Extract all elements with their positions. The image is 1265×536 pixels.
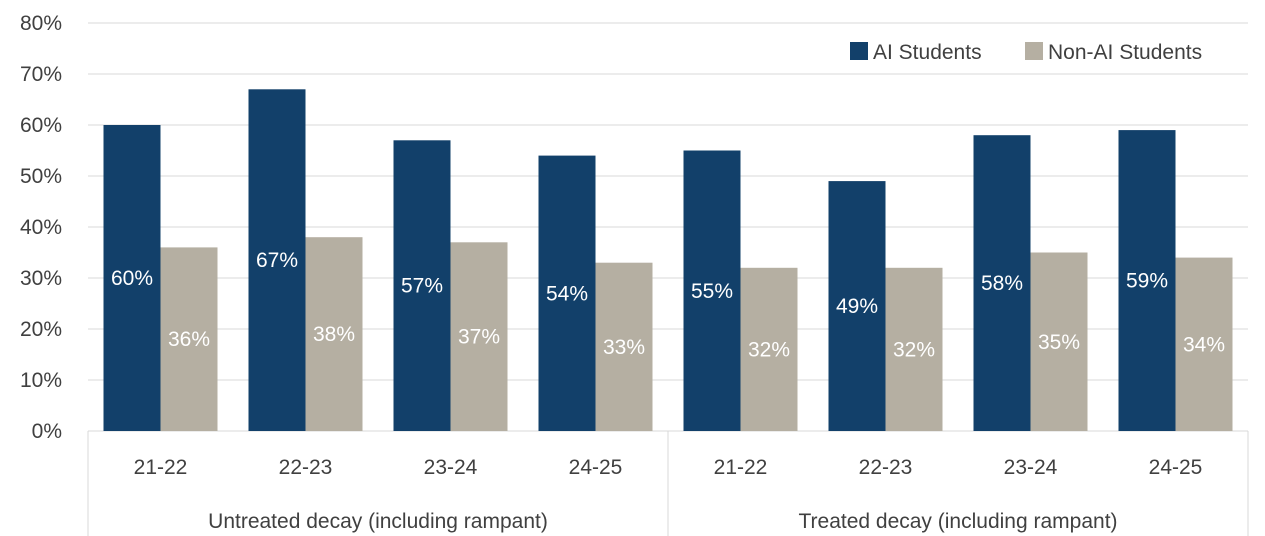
bar-non-ai-students	[1175, 257, 1233, 431]
data-label: 38%	[313, 323, 355, 346]
y-tick-label: 10%	[20, 369, 62, 392]
bar-non-ai-students	[160, 247, 218, 431]
y-tick-label: 50%	[20, 165, 62, 188]
y-tick-label: 40%	[20, 216, 62, 239]
y-tick-label: 20%	[20, 318, 62, 341]
bar-ai-students	[103, 125, 161, 431]
bar-non-ai-students	[450, 242, 508, 431]
data-label: 37%	[458, 326, 500, 349]
y-tick-label: 60%	[20, 114, 62, 137]
bar-ai-students	[538, 155, 596, 431]
legend-swatch-non-ai-students	[1025, 42, 1043, 60]
x-tick-label: 21-22	[134, 456, 188, 479]
x-tick-label: 22-23	[859, 456, 913, 479]
data-label: 58%	[981, 272, 1023, 295]
bar-ai-students	[248, 89, 306, 432]
legend-label-non-ai-students: Non-AI Students	[1048, 41, 1202, 64]
legend: AI Students Non-AI Students	[850, 41, 1202, 64]
x-tick-label: 22-23	[279, 456, 333, 479]
x-tick-label: 24-25	[1149, 456, 1203, 479]
data-label: 54%	[546, 282, 588, 305]
legend-swatch-ai-students	[850, 42, 868, 60]
y-tick-label: 80%	[20, 12, 62, 35]
legend-label-ai-students: AI Students	[873, 41, 982, 64]
axes: 0% 10% 20% 30% 40% 50% 60% 70% 80% 21-22 22-23 23-2…	[20, 12, 1249, 536]
x-tick-label: 23-24	[424, 456, 478, 479]
bar-ai-students	[683, 150, 741, 431]
data-label: 32%	[748, 338, 790, 361]
data-label: 55%	[691, 280, 733, 303]
data-label: 34%	[1183, 333, 1225, 356]
data-label: 57%	[401, 275, 443, 298]
data-label: 49%	[836, 295, 878, 318]
bar-ai-students	[393, 140, 451, 432]
bar-ai-students	[1118, 130, 1176, 431]
data-label: 67%	[256, 249, 298, 272]
x-group-label: Treated decay (including rampant)	[798, 510, 1117, 533]
bar-ai-students	[828, 181, 886, 431]
data-label: 60%	[111, 267, 153, 290]
bar-non-ai-students	[885, 267, 943, 431]
x-tick-label: 23-24	[1004, 456, 1058, 479]
y-tick-label: 70%	[20, 63, 62, 86]
bar-ai-students	[973, 135, 1031, 431]
data-label: 35%	[1038, 331, 1080, 354]
x-group-label: Untreated decay (including rampant)	[208, 510, 548, 533]
data-label: 36%	[168, 328, 210, 351]
data-labels: 60% 67% 57% 54% 55% 49% 58% 59% 36% 38% 37% 33% 32% 3…	[111, 249, 1225, 361]
data-label: 32%	[893, 338, 935, 361]
y-tick-label: 0%	[32, 420, 62, 443]
bar-non-ai-students	[305, 237, 363, 431]
bars	[103, 89, 1233, 432]
data-label: 33%	[603, 336, 645, 359]
bar-non-ai-students	[1030, 252, 1088, 431]
x-tick-label: 21-22	[714, 456, 768, 479]
data-label: 59%	[1126, 270, 1168, 293]
x-tick-label: 24-25	[569, 456, 623, 479]
bar-non-ai-students	[595, 262, 653, 431]
y-tick-label: 30%	[20, 267, 62, 290]
bar-non-ai-students	[740, 267, 798, 431]
